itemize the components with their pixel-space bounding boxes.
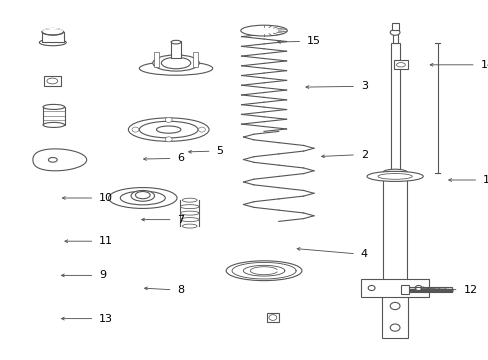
Ellipse shape bbox=[226, 261, 302, 281]
Ellipse shape bbox=[389, 30, 399, 35]
Circle shape bbox=[198, 127, 205, 132]
Ellipse shape bbox=[152, 55, 199, 71]
Bar bbox=[171, 41, 181, 58]
Ellipse shape bbox=[139, 121, 198, 138]
Circle shape bbox=[165, 117, 172, 122]
Ellipse shape bbox=[382, 169, 407, 176]
Bar bbox=[408, 287, 451, 292]
Circle shape bbox=[367, 285, 374, 291]
Text: 13: 13 bbox=[99, 314, 113, 324]
Text: 2: 2 bbox=[360, 150, 367, 160]
Ellipse shape bbox=[43, 104, 64, 109]
Ellipse shape bbox=[120, 191, 165, 205]
Ellipse shape bbox=[180, 211, 199, 215]
Ellipse shape bbox=[108, 188, 177, 208]
Ellipse shape bbox=[139, 62, 212, 75]
FancyBboxPatch shape bbox=[43, 76, 61, 86]
Circle shape bbox=[389, 302, 399, 310]
Text: 1: 1 bbox=[482, 175, 488, 185]
Text: 3: 3 bbox=[360, 81, 367, 91]
Text: 15: 15 bbox=[306, 36, 321, 46]
Ellipse shape bbox=[161, 57, 190, 69]
Ellipse shape bbox=[182, 224, 197, 228]
Ellipse shape bbox=[241, 25, 287, 36]
FancyBboxPatch shape bbox=[400, 285, 408, 294]
Ellipse shape bbox=[42, 28, 63, 35]
Circle shape bbox=[414, 285, 421, 291]
Ellipse shape bbox=[396, 63, 405, 67]
Ellipse shape bbox=[156, 126, 181, 133]
Ellipse shape bbox=[131, 190, 154, 201]
Ellipse shape bbox=[182, 198, 197, 202]
Text: 4: 4 bbox=[360, 249, 367, 259]
Ellipse shape bbox=[382, 284, 407, 292]
Bar bbox=[43, 107, 64, 125]
Circle shape bbox=[389, 324, 399, 331]
Ellipse shape bbox=[48, 157, 57, 162]
Ellipse shape bbox=[43, 122, 64, 127]
FancyBboxPatch shape bbox=[266, 313, 279, 322]
Circle shape bbox=[165, 137, 172, 142]
Text: 10: 10 bbox=[99, 193, 113, 203]
Ellipse shape bbox=[366, 171, 423, 181]
Text: 5: 5 bbox=[216, 146, 223, 156]
Bar bbox=[42, 32, 63, 42]
Bar bbox=[383, 173, 406, 288]
Bar bbox=[391, 23, 398, 30]
Ellipse shape bbox=[47, 78, 58, 84]
Ellipse shape bbox=[171, 40, 181, 44]
Ellipse shape bbox=[135, 192, 150, 199]
Text: 11: 11 bbox=[99, 236, 113, 246]
Ellipse shape bbox=[128, 118, 208, 141]
Text: 12: 12 bbox=[463, 285, 477, 295]
Text: 14: 14 bbox=[480, 60, 488, 70]
FancyBboxPatch shape bbox=[393, 60, 407, 69]
Ellipse shape bbox=[268, 315, 276, 320]
Ellipse shape bbox=[180, 217, 199, 221]
Text: 9: 9 bbox=[99, 270, 106, 280]
Ellipse shape bbox=[377, 174, 411, 179]
Text: 6: 6 bbox=[177, 153, 184, 163]
Text: 8: 8 bbox=[177, 285, 184, 295]
Bar bbox=[390, 43, 399, 173]
Bar bbox=[392, 34, 397, 43]
Bar bbox=[154, 52, 159, 67]
Bar bbox=[382, 288, 407, 338]
Ellipse shape bbox=[39, 39, 66, 46]
Text: 7: 7 bbox=[177, 215, 184, 225]
Polygon shape bbox=[33, 149, 86, 171]
Ellipse shape bbox=[180, 204, 199, 209]
Circle shape bbox=[132, 127, 139, 132]
Bar bbox=[360, 279, 428, 297]
Bar bbox=[193, 52, 198, 67]
